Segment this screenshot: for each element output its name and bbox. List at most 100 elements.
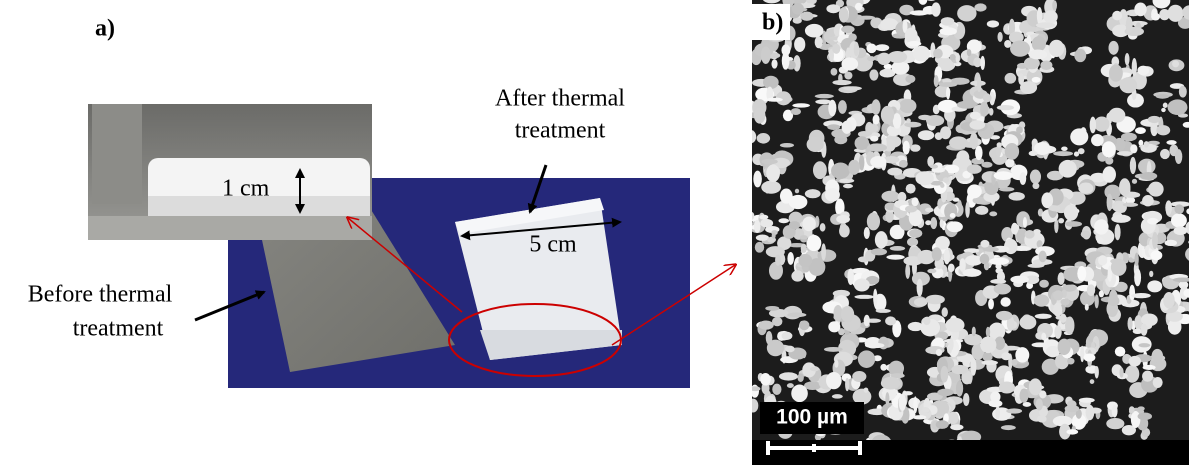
particle — [1043, 10, 1058, 24]
particle — [923, 316, 931, 326]
particle — [827, 124, 841, 130]
particle — [1078, 397, 1095, 403]
particle — [799, 320, 810, 331]
particle — [761, 180, 782, 194]
particle — [1164, 239, 1177, 247]
particle — [854, 294, 875, 299]
particle — [1065, 316, 1075, 335]
particle — [873, 288, 878, 307]
particle — [792, 103, 810, 108]
particle — [898, 159, 908, 168]
particle — [1131, 178, 1138, 184]
particle — [897, 191, 907, 203]
particle — [877, 52, 891, 66]
particle — [854, 136, 870, 150]
particle — [1174, 204, 1185, 215]
particle — [963, 392, 970, 406]
particle — [1121, 424, 1136, 436]
particle — [1114, 223, 1121, 241]
particle — [1028, 150, 1038, 156]
particle — [1130, 144, 1138, 154]
particle — [1098, 255, 1108, 266]
particle — [766, 97, 783, 102]
particle — [1028, 378, 1042, 396]
particle — [799, 235, 808, 240]
particle — [834, 359, 839, 368]
particle — [982, 246, 999, 252]
particle — [1094, 365, 1099, 379]
particle — [949, 54, 956, 61]
panel-label: a) — [95, 16, 115, 42]
particle — [911, 197, 919, 207]
particle — [950, 424, 964, 431]
particle — [1183, 288, 1189, 298]
particle — [1065, 221, 1082, 227]
particle — [800, 243, 807, 253]
particle — [1096, 237, 1104, 244]
particle — [806, 234, 822, 252]
particle — [823, 346, 843, 352]
particle — [1034, 141, 1051, 156]
particle — [1167, 4, 1184, 22]
annotation: treatment — [515, 118, 606, 144]
particle — [826, 372, 842, 390]
particle — [1116, 151, 1133, 156]
particle — [863, 387, 869, 393]
particle — [1152, 231, 1158, 250]
particle — [1107, 295, 1120, 307]
particle — [962, 141, 979, 148]
particle — [848, 159, 860, 175]
particle — [962, 170, 971, 179]
particle — [1137, 406, 1145, 411]
particle — [935, 235, 950, 250]
particle — [1027, 263, 1045, 268]
particle — [912, 45, 931, 62]
particle — [911, 271, 930, 286]
particle — [887, 167, 903, 176]
particle — [1130, 411, 1141, 428]
particle — [1109, 64, 1123, 82]
particle — [870, 155, 887, 168]
particle — [981, 360, 998, 366]
particle — [847, 268, 855, 286]
particle — [933, 74, 939, 88]
info-bar — [752, 440, 1189, 465]
particle — [1134, 2, 1147, 17]
particle — [819, 223, 826, 232]
particle — [995, 406, 1001, 420]
particle — [880, 363, 887, 371]
particle — [843, 183, 853, 189]
particle — [985, 326, 991, 338]
particle — [1031, 36, 1046, 52]
particle — [1127, 316, 1133, 331]
particle — [885, 316, 897, 326]
particle — [832, 289, 851, 298]
particle — [754, 241, 765, 253]
particle — [788, 221, 801, 230]
particle — [945, 317, 965, 333]
particle — [990, 279, 1007, 284]
particle — [1052, 0, 1058, 11]
particle — [986, 20, 1000, 28]
particle — [786, 383, 794, 388]
particle — [966, 49, 972, 57]
particle — [1062, 284, 1077, 292]
particle — [890, 373, 905, 379]
particle — [760, 218, 774, 228]
particle — [1015, 347, 1030, 363]
particle — [755, 234, 770, 241]
particle — [804, 381, 822, 390]
particle — [852, 371, 867, 383]
particle — [962, 268, 982, 277]
particle — [804, 189, 821, 199]
particle — [998, 381, 1016, 394]
particle — [739, 236, 751, 249]
particle — [857, 350, 876, 368]
particle — [1111, 404, 1118, 418]
particle — [1032, 182, 1040, 190]
particle — [760, 46, 771, 64]
particle — [869, 69, 879, 81]
particle — [808, 258, 826, 276]
particle — [1084, 303, 1089, 311]
particle — [907, 237, 919, 247]
